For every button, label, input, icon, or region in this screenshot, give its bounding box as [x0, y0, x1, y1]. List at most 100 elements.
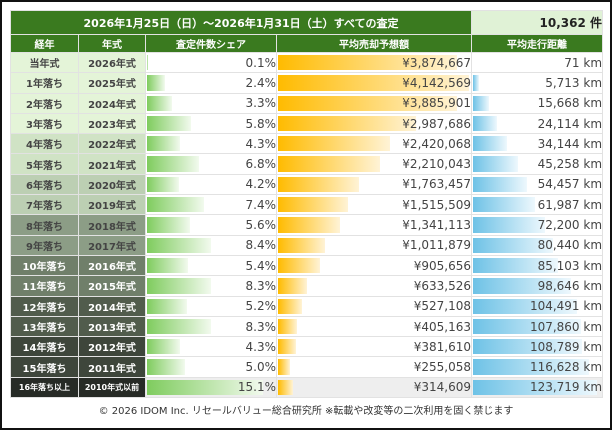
- price-cell: ¥405,163: [275, 315, 473, 338]
- table-row: 8年落ち 2018年式 5.6% ¥1,341,113 72,200 km: [10, 214, 604, 236]
- share-cell: 5.2%: [145, 295, 277, 317]
- model-year-cell: 2017年式: [78, 234, 146, 256]
- table-row: 3年落ち 2023年式 5.8% ¥2,987,686 24,114 km: [10, 112, 604, 135]
- resale-value-table: 2026年1月25日（日）〜2026年1月31日（土）すべての査定 10,362…: [9, 10, 604, 399]
- share-value: 8.4%: [245, 238, 276, 253]
- price-value: ¥255,058: [413, 360, 472, 375]
- share-value: 8.3%: [245, 319, 276, 334]
- mileage-cell: 116,628 km: [471, 356, 604, 378]
- mileage-cell: 104,491 km: [471, 295, 604, 317]
- share-cell: 5.0%: [145, 356, 277, 378]
- share-bar: [147, 298, 187, 314]
- price-bar: [278, 156, 380, 172]
- price-value: ¥314,609: [413, 380, 472, 395]
- share-bar: [147, 176, 180, 193]
- price-value: ¥2,420,068: [402, 136, 472, 151]
- mileage-bar: [473, 197, 535, 213]
- mileage-value: 24,114 km: [537, 116, 603, 131]
- age-cell: 10年落ち: [10, 254, 79, 277]
- share-cell: 6.8%: [145, 153, 277, 175]
- price-bar: [278, 95, 458, 111]
- age-cell: 9年落ち: [10, 234, 79, 256]
- share-cell: 4.3%: [145, 336, 277, 358]
- model-year-cell: 2018年式: [78, 214, 146, 236]
- age-cell: 11年落ち: [10, 275, 79, 297]
- model-year-cell: 2019年式: [78, 194, 146, 216]
- price-value: ¥1,763,457: [402, 177, 472, 192]
- table-row: 12年落ち 2014年式 5.2% ¥527,108 104,491 km: [10, 295, 604, 317]
- table-row: 2年落ち 2024年式 3.3% ¥3,885,901 15,668 km: [10, 92, 604, 114]
- share-bar: [147, 55, 148, 71]
- age-cell: 6年落ち: [10, 173, 79, 196]
- copyright-footer: © 2026 IDOM Inc. リセールバリュー総合研究所 ※転載や改変等の二…: [98, 406, 514, 417]
- mileage-value: 98,646 km: [537, 278, 603, 293]
- mileage-cell: 123,719 km: [471, 376, 604, 399]
- price-bar: [278, 75, 470, 91]
- mileage-value: 85,103 km: [537, 258, 603, 273]
- share-value: 3.3%: [245, 96, 276, 111]
- age-cell: 5年落ち: [10, 153, 79, 175]
- share-cell: 8.3%: [145, 275, 277, 297]
- table-row: 5年落ち 2021年式 6.8% ¥2,210,043 45,258 km: [10, 153, 604, 175]
- total-count: 10,362 件: [471, 10, 604, 35]
- price-cell: ¥255,058: [275, 356, 473, 378]
- mileage-value: 108,789 km: [529, 339, 603, 354]
- price-value: ¥3,874,667: [402, 55, 472, 70]
- mileage-bar: [473, 217, 546, 233]
- mileage-bar: [473, 359, 590, 375]
- share-cell: 15.1%: [145, 376, 277, 399]
- price-bar: [278, 278, 308, 294]
- model-year-cell: 2025年式: [78, 72, 146, 94]
- share-value: 4.3%: [245, 136, 276, 151]
- share-cell: 7.4%: [145, 194, 277, 216]
- table-row: 13年落ち 2013年式 8.3% ¥405,163 107,860 km: [10, 315, 604, 338]
- mileage-bar: [473, 257, 558, 274]
- share-cell: 4.2%: [145, 173, 277, 196]
- price-bar: [278, 379, 293, 396]
- model-year-cell: 2026年式: [78, 51, 146, 74]
- price-cell: ¥4,142,569: [275, 72, 473, 94]
- price-value: ¥1,341,113: [402, 218, 472, 233]
- table-row: 16年落ち以上 2010年式以前 15.1% ¥314,609 123,719 km: [10, 376, 604, 399]
- price-cell: ¥2,420,068: [275, 133, 473, 155]
- table-row: 11年落ち 2015年式 8.3% ¥633,526 98,646 km: [10, 275, 604, 297]
- share-bar: [147, 379, 263, 396]
- price-bar: [278, 217, 340, 233]
- price-cell: ¥314,609: [275, 376, 473, 399]
- price-bar: [278, 237, 325, 253]
- share-value: 5.6%: [245, 218, 276, 233]
- price-cell: ¥633,526: [275, 275, 473, 297]
- price-cell: ¥3,874,667: [275, 51, 473, 74]
- price-cell: ¥1,011,879: [275, 234, 473, 256]
- price-bar: [278, 298, 303, 314]
- share-value: 7.4%: [245, 197, 276, 212]
- mileage-value: 107,860 km: [529, 319, 603, 334]
- model-year-cell: 2022年式: [78, 133, 146, 155]
- mileage-cell: 98,646 km: [471, 275, 604, 297]
- share-bar: [147, 257, 189, 274]
- mileage-cell: 72,200 km: [471, 214, 604, 236]
- share-bar: [147, 278, 211, 294]
- period-title: 2026年1月25日（日）〜2026年1月31日（土）すべての査定: [9, 10, 473, 35]
- model-year-cell: 2011年式: [78, 356, 146, 378]
- price-cell: ¥381,610: [275, 336, 473, 358]
- mileage-bar: [473, 156, 519, 172]
- mileage-value: 72,200 km: [537, 218, 603, 233]
- mileage-value: 71 km: [564, 55, 603, 70]
- share-cell: 5.6%: [145, 214, 277, 236]
- mileage-bar: [473, 237, 554, 253]
- model-year-cell: 2020年式: [78, 173, 146, 196]
- mileage-bar: [473, 318, 581, 335]
- price-cell: ¥1,341,113: [275, 214, 473, 236]
- title-row: 2026年1月25日（日）〜2026年1月31日（土）すべての査定 10,362…: [9, 10, 604, 35]
- price-cell: ¥1,763,457: [275, 173, 473, 196]
- mileage-bar: [473, 278, 572, 294]
- price-bar: [278, 257, 320, 274]
- mileage-bar: [473, 339, 582, 355]
- share-bar: [147, 237, 212, 253]
- mileage-cell: 107,860 km: [471, 315, 604, 338]
- price-cell: ¥2,987,686: [275, 112, 473, 135]
- price-bar: [278, 136, 390, 152]
- price-bar: [278, 197, 348, 213]
- header-share: 査定件数シェア: [145, 34, 277, 53]
